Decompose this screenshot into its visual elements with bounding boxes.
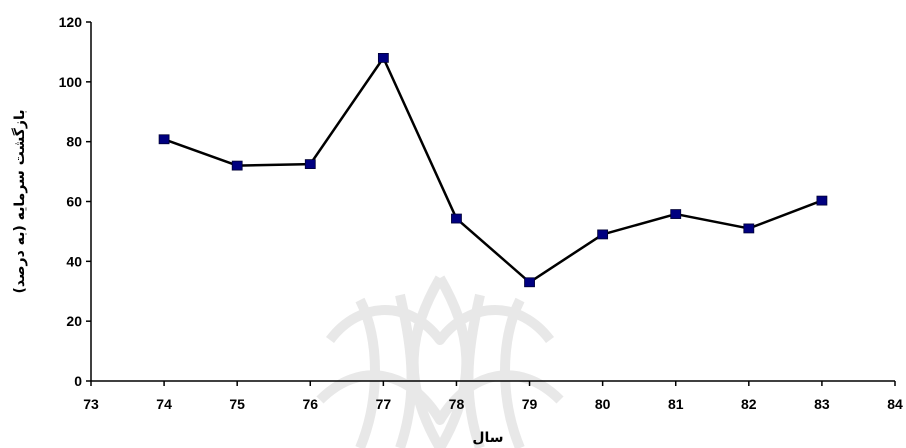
x-tick-label: 73 — [83, 396, 99, 412]
y-tick-label: 100 — [59, 74, 83, 90]
y-tick-label: 20 — [66, 313, 82, 329]
x-tick-label: 77 — [376, 396, 392, 412]
series-layer — [158, 53, 828, 288]
x-tick-label: 74 — [156, 396, 172, 412]
x-tick-label: 82 — [741, 396, 757, 412]
x-tick-label: 75 — [229, 396, 245, 412]
data-point-marker — [816, 195, 828, 206]
x-tick-label: 78 — [449, 396, 465, 412]
data-point-marker — [451, 213, 462, 224]
y-tick-label: 60 — [66, 194, 82, 210]
y-ticks-group: 0 20 40 60 80 100 120 — [59, 14, 91, 389]
y-tick-label: 0 — [74, 373, 82, 389]
data-point-marker — [377, 53, 389, 63]
x-tick-label: 79 — [522, 396, 538, 412]
y-tick-label: 80 — [66, 134, 82, 150]
data-point-marker — [231, 160, 243, 171]
data-point-marker — [743, 223, 755, 234]
y-axis-title: بازگشت سرمایه (به درصد) — [11, 110, 28, 294]
data-point-marker — [524, 277, 535, 288]
axes-group — [90, 22, 895, 382]
watermark-logo — [316, 275, 564, 448]
y-tick-label: 40 — [66, 253, 82, 269]
data-point-marker — [670, 209, 682, 219]
x-tick-label: 84 — [887, 396, 903, 412]
y-tick-label: 120 — [59, 14, 83, 30]
x-tick-label: 83 — [814, 396, 830, 412]
series-line — [163, 56, 823, 284]
x-axis-title: سال — [472, 430, 503, 446]
x-tick-label: 80 — [595, 396, 611, 412]
data-point-marker — [158, 134, 170, 145]
data-point-marker — [304, 159, 316, 170]
x-tick-label: 76 — [302, 396, 318, 412]
x-tick-label: 81 — [668, 396, 684, 412]
x-ticks-group: 73 74 75 76 77 78 79 80 81 82 83 84 — [83, 381, 903, 412]
data-point-marker — [597, 229, 609, 240]
